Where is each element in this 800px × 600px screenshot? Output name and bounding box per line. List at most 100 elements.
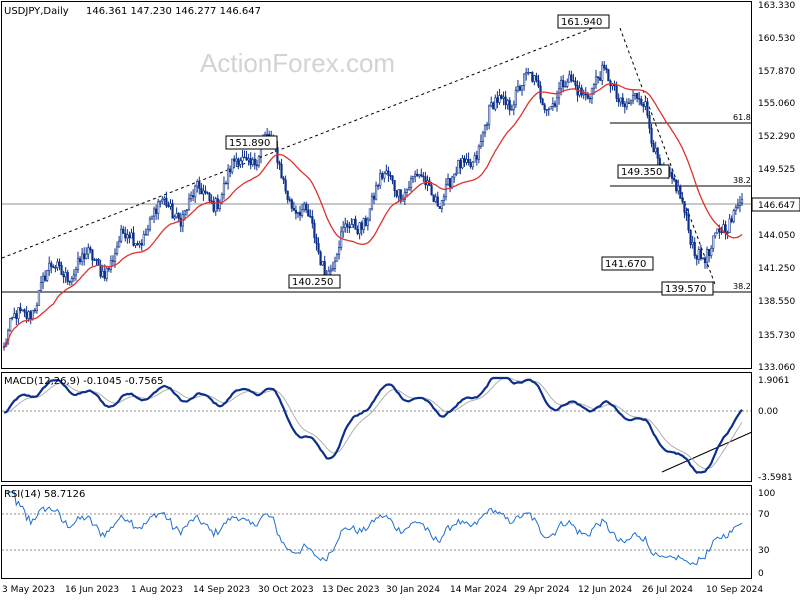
candle-body: [292, 207, 295, 211]
candle-body: [562, 79, 565, 88]
candle-body: [56, 261, 59, 268]
candle-body: [305, 203, 308, 211]
candle-body: [337, 247, 341, 255]
svg-text:149.350: 149.350: [621, 167, 662, 178]
candle-body: [621, 97, 624, 105]
candle-body: [175, 213, 178, 218]
candle-body: [194, 185, 197, 198]
svg-text:140.250: 140.250: [292, 277, 333, 288]
candle-body: [623, 103, 626, 108]
candle-body: [192, 195, 195, 198]
candle-body: [654, 147, 657, 153]
candle-body: [716, 228, 719, 234]
candle-body: [111, 260, 115, 262]
candle-body: [582, 93, 585, 96]
candle-body: [559, 79, 563, 90]
candle-body: [132, 232, 135, 246]
candle-body: [311, 216, 314, 224]
macd-tick: 1.9061: [758, 376, 790, 386]
candle-body: [344, 223, 347, 228]
candle-body: [516, 86, 520, 91]
candle-body: [177, 213, 180, 219]
candle-body: [72, 274, 75, 279]
candle-body: [11, 317, 14, 319]
candle-body: [169, 203, 172, 207]
rsi-line: [6, 491, 743, 566]
candle-body: [640, 98, 643, 105]
candle-body: [130, 232, 133, 239]
candle-body: [251, 159, 254, 165]
candle-body: [144, 234, 147, 236]
candle-body: [512, 104, 515, 110]
candle-body: [459, 159, 462, 169]
candle-body: [183, 210, 187, 216]
candle-body: [518, 86, 522, 91]
candle-body: [352, 218, 355, 225]
candle-body: [710, 247, 713, 257]
candle-body: [17, 307, 20, 319]
candle-body: [740, 199, 744, 204]
candle-body: [323, 261, 326, 276]
level-box-141670: 141.670: [601, 256, 654, 271]
candle-body: [479, 141, 483, 147]
candle-body: [399, 189, 402, 202]
candle-body: [652, 142, 655, 153]
candle-body: [372, 195, 376, 200]
candle-body: [494, 97, 497, 110]
candle-body: [229, 168, 232, 173]
candle-body: [481, 132, 485, 142]
candle-body: [64, 272, 67, 278]
candle-body: [257, 156, 261, 166]
candle-body: [294, 210, 298, 214]
candle-body: [407, 187, 411, 191]
candle-body: [508, 100, 511, 111]
candle-body: [317, 243, 320, 253]
candle-body: [148, 218, 152, 230]
candle-body: [161, 199, 164, 202]
candle-body: [206, 192, 209, 194]
candle-body: [418, 174, 421, 177]
price-tick: 157.870: [758, 67, 795, 77]
candle-body: [636, 92, 639, 99]
candle-body: [105, 268, 108, 279]
candle-body: [440, 200, 443, 209]
candle-body: [605, 67, 608, 70]
candle-body: [615, 85, 618, 99]
candle-body: [163, 197, 166, 200]
date-tick: 30 Oct 2023: [258, 585, 314, 595]
candle-body: [41, 275, 45, 283]
candle-body: [432, 194, 435, 202]
candle-body: [120, 228, 123, 242]
candle-body: [115, 246, 119, 254]
candle-body: [430, 185, 433, 196]
price-tick: 138.550: [758, 297, 795, 307]
candle-body: [60, 265, 63, 276]
candle-body: [584, 93, 587, 96]
candle-body: [527, 72, 530, 74]
candle-body: [266, 134, 269, 136]
candle-body: [601, 64, 604, 81]
candle-body: [414, 173, 417, 177]
price-tick: 163.330: [758, 1, 795, 11]
candle-body: [738, 202, 742, 206]
candle-body: [99, 264, 102, 277]
candle-body: [179, 218, 182, 227]
candle-body: [298, 212, 302, 216]
candle-body: [58, 261, 61, 266]
rsi-tick: 70: [758, 510, 770, 520]
candle-body: [83, 253, 86, 259]
candle-body: [522, 73, 526, 86]
price-tick: 144.050: [758, 231, 795, 241]
candle-body: [520, 85, 524, 91]
candle-body: [159, 200, 162, 203]
candle-body: [444, 183, 448, 198]
candle-body: [395, 190, 398, 197]
date-tick: 30 Jan 2024: [386, 585, 440, 595]
candle-body: [97, 259, 100, 266]
candle-body: [685, 211, 688, 216]
candle-body: [31, 309, 34, 319]
candle-body: [535, 75, 538, 81]
candle-body: [409, 178, 413, 188]
rsi-tick: 100: [758, 489, 775, 499]
candle-body: [62, 274, 65, 278]
